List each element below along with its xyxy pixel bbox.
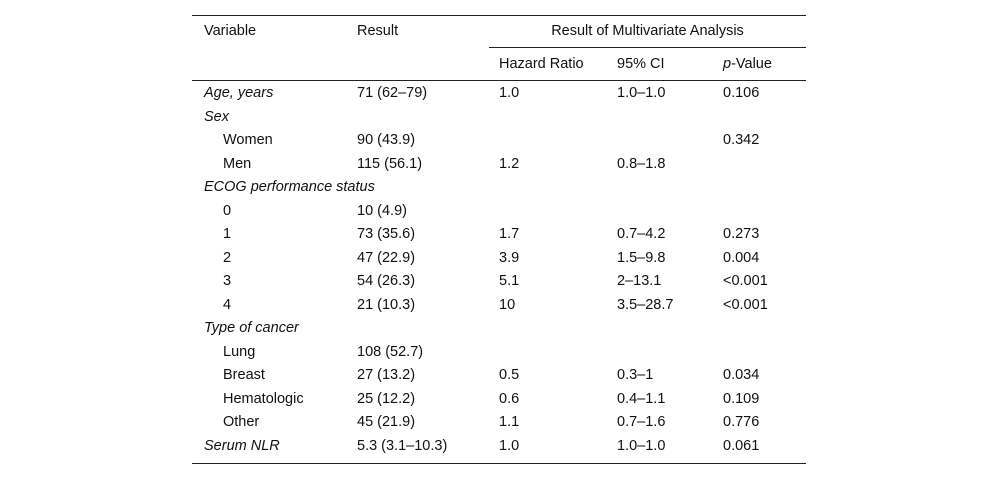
result-cell: 73 (35.6) — [357, 225, 416, 242]
bottom-rule — [192, 463, 806, 464]
variable-cell: Serum NLR — [204, 437, 280, 454]
variable-cell: Age, years — [204, 84, 274, 101]
p-value-cell: 0.342 — [723, 131, 760, 148]
p-value-cell: 0.004 — [723, 249, 760, 266]
p-value-cell: 0.109 — [723, 390, 760, 407]
variable-cell: ECOG performance status — [204, 178, 375, 195]
result-cell: 10 (4.9) — [357, 202, 407, 219]
hazard-ratio-cell: 1.0 — [499, 437, 520, 454]
variable-cell: Type of cancer — [204, 320, 299, 337]
variable-cell: 4 — [223, 296, 232, 313]
p-italic: p — [723, 55, 732, 72]
p-value-cell: <0.001 — [723, 273, 768, 290]
hazard-ratio-cell: 1.7 — [499, 225, 520, 242]
ci-cell: 1.0–1.0 — [617, 437, 666, 454]
header-p-value: p-Value — [723, 57, 772, 72]
ci-cell: 0.3–1 — [617, 367, 654, 384]
header-variable: Variable — [204, 22, 257, 39]
result-cell: 47 (22.9) — [357, 249, 416, 266]
p-text: -Value — [731, 55, 772, 72]
ci-cell: 0.8–1.8 — [617, 155, 666, 172]
variable-cell: Breast — [223, 367, 265, 384]
result-cell: 45 (21.9) — [357, 414, 416, 431]
ci-cell: 1.5–9.8 — [617, 249, 666, 266]
hazard-ratio-cell: 10 — [499, 296, 516, 313]
variable-cell: Women — [223, 131, 273, 148]
variable-cell: Hematologic — [223, 390, 304, 407]
variable-cell: Lung — [223, 343, 256, 360]
p-value-cell: 0.034 — [723, 367, 760, 384]
ci-cell: 0.7–4.2 — [617, 225, 666, 242]
ci-cell: 0.7–1.6 — [617, 414, 666, 431]
variable-cell: Sex — [204, 108, 229, 125]
p-value-cell: <0.001 — [723, 296, 768, 313]
hazard-ratio-cell: 0.5 — [499, 367, 520, 384]
header-result: Result — [357, 22, 399, 39]
top-rule — [192, 15, 806, 16]
sub-rule — [489, 47, 806, 48]
result-cell: 25 (12.2) — [357, 390, 416, 407]
header-multivariate: Result of Multivariate Analysis — [551, 22, 744, 39]
hazard-ratio-cell: 3.9 — [499, 249, 520, 266]
variable-cell: 3 — [223, 273, 232, 290]
header-hazard-ratio: Hazard Ratio — [499, 55, 584, 72]
p-value-cell: 0.106 — [723, 84, 760, 101]
result-cell: 5.3 (3.1–10.3) — [357, 437, 448, 454]
ci-cell: 2–13.1 — [617, 273, 662, 290]
hazard-ratio-cell: 5.1 — [499, 273, 520, 290]
header-ci: 95% CI — [617, 55, 665, 72]
result-cell: 54 (26.3) — [357, 273, 416, 290]
hazard-ratio-cell: 0.6 — [499, 390, 520, 407]
hazard-ratio-cell: 1.1 — [499, 414, 520, 431]
result-cell: 71 (62–79) — [357, 84, 428, 101]
variable-cell: Other — [223, 414, 260, 431]
header-rule — [192, 80, 806, 81]
hazard-ratio-cell: 1.0 — [499, 84, 520, 101]
ci-cell: 1.0–1.0 — [617, 84, 666, 101]
p-value-cell: 0.273 — [723, 225, 760, 242]
result-cell: 21 (10.3) — [357, 296, 416, 313]
result-cell: 108 (52.7) — [357, 343, 424, 360]
variable-cell: 1 — [223, 225, 232, 242]
result-cell: 90 (43.9) — [357, 131, 416, 148]
variable-cell: Men — [223, 155, 252, 172]
result-cell: 115 (56.1) — [357, 155, 423, 172]
result-cell: 27 (13.2) — [357, 367, 416, 384]
hazard-ratio-cell: 1.2 — [499, 155, 520, 172]
variable-cell: 2 — [223, 249, 232, 266]
p-value-cell: 0.061 — [723, 437, 760, 454]
p-value-cell: 0.776 — [723, 414, 760, 431]
ci-cell: 0.4–1.1 — [617, 390, 666, 407]
ci-cell: 3.5–28.7 — [617, 296, 674, 313]
variable-cell: 0 — [223, 202, 232, 219]
